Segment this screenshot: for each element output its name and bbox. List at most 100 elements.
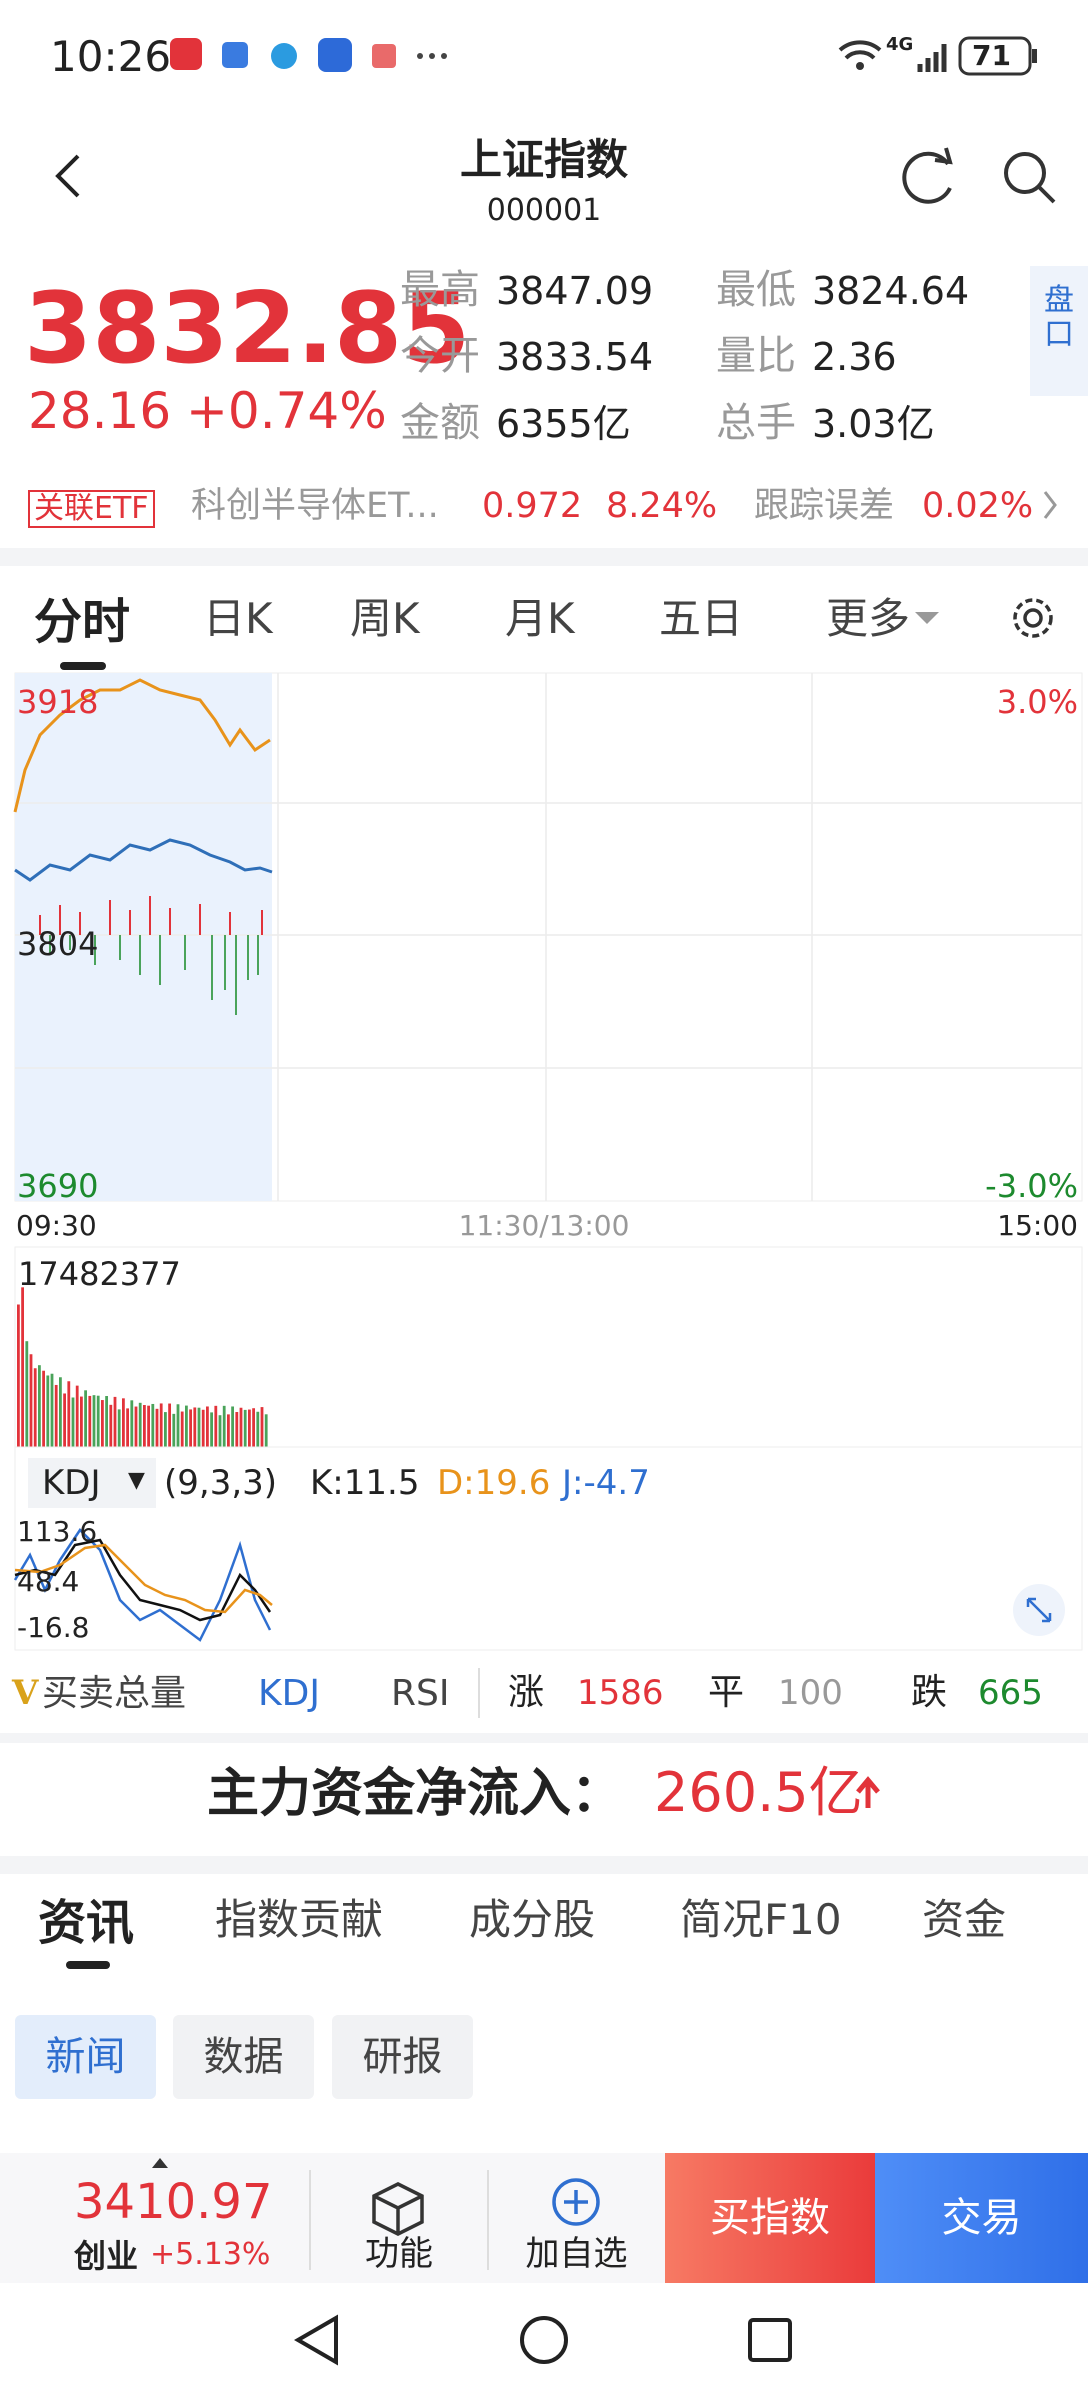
change-pct: +0.74%: [186, 382, 387, 440]
trade-button-bg[interactable]: [875, 2153, 1088, 2283]
volume-bar: [88, 1395, 92, 1447]
volume-max: 17482377: [18, 1255, 181, 1293]
action-label[interactable]: 加自选: [525, 2234, 628, 2274]
refresh-icon[interactable]: [902, 147, 953, 204]
volume-bar: [33, 1368, 37, 1447]
info-tab[interactable]: 简况F10: [680, 1895, 842, 1944]
indicator-tab[interactable]: 买卖总量: [42, 1673, 187, 1714]
stat-label: 总手: [716, 400, 796, 446]
nav-home[interactable]: [520, 2316, 568, 2364]
chart-tab[interactable]: 月K: [505, 594, 575, 643]
etf-name[interactable]: 科创半导体ET...: [191, 486, 439, 526]
volume-bar: [105, 1396, 108, 1447]
volume-bar: [80, 1396, 83, 1447]
function-icon[interactable]: [372, 2182, 424, 2236]
settings-icon[interactable]: [1013, 598, 1053, 638]
volume-bar: [164, 1412, 167, 1447]
code: 000001: [486, 193, 602, 228]
tracking-label: 跟踪误差: [754, 486, 895, 526]
battery: 71: [972, 39, 1011, 72]
info-tab[interactable]: 指数贡献: [215, 1895, 384, 1944]
chart-tab[interactable]: 周K: [350, 594, 420, 643]
chart-tab[interactable]: 五日: [659, 594, 744, 643]
volume-bar: [84, 1390, 87, 1447]
volume-bar: [214, 1405, 218, 1447]
nav-recent[interactable]: [748, 2318, 792, 2362]
network: 4G: [886, 34, 914, 55]
volume-bar: [239, 1407, 243, 1447]
time-label: 09:30: [16, 1209, 97, 1242]
info-tab[interactable]: 资金: [922, 1895, 1007, 1944]
info-tab[interactable]: 资讯: [38, 1895, 135, 1951]
price-label: 3918: [17, 683, 99, 721]
volume-bar: [193, 1407, 197, 1447]
indicator-logo: V: [12, 1673, 39, 1713]
volume-bar: [126, 1408, 129, 1447]
stat-value: 3833.54: [496, 335, 654, 379]
volume-bar: [21, 1287, 24, 1447]
chip[interactable]: 研报: [332, 2015, 473, 2099]
chip[interactable]: 新闻: [15, 2015, 156, 2099]
chip[interactable]: 数据: [173, 2015, 314, 2099]
up-label: 涨: [508, 1672, 545, 1713]
stat-label: 今开: [400, 333, 480, 379]
tick-bars: [39, 896, 263, 1015]
chart-tab[interactable]: 更多: [826, 594, 911, 643]
trade-button[interactable]: 交易: [941, 2195, 1022, 2241]
volume-bar: [46, 1375, 50, 1447]
kdj-j: J:-4.7: [562, 1463, 650, 1503]
volume-bar: [63, 1393, 66, 1447]
elapsed-shade: [15, 673, 272, 1201]
volume-bar: [101, 1400, 104, 1447]
back-icon[interactable]: [55, 154, 80, 198]
kdj-frame: [14, 1446, 1083, 1651]
volume-bar: [256, 1411, 260, 1447]
indicator-tab[interactable]: RSI: [391, 1673, 450, 1714]
kdj-j: [13, 1528, 272, 1642]
panel-button[interactable]: 盘口: [1030, 266, 1088, 396]
title: 上证指数: [459, 135, 628, 184]
more-arrow: [915, 612, 939, 624]
kdj-axis: -16.8: [17, 1611, 90, 1644]
stat-value: 3.03亿: [812, 402, 935, 446]
stat-label: 最低: [716, 267, 796, 313]
buy-button-bg[interactable]: [665, 2153, 875, 2283]
volume-bar: [243, 1409, 247, 1447]
volume-bar: [122, 1398, 125, 1447]
chart-tab[interactable]: 分时: [34, 594, 131, 650]
search-icon[interactable]: [1004, 152, 1056, 204]
buy-button[interactable]: 买指数: [710, 2195, 830, 2241]
volume-bar: [235, 1411, 239, 1447]
fund-flow-value: 260.5亿: [654, 1761, 863, 1824]
kdj-selector[interactable]: [28, 1458, 156, 1508]
volume-bar: [206, 1406, 209, 1447]
flat-label: 平: [708, 1672, 745, 1713]
volume-bar: [227, 1414, 230, 1447]
volume-bar: [218, 1415, 222, 1447]
time-label: 11:30/13:00: [458, 1209, 630, 1242]
expand-icon[interactable]: [1013, 1584, 1065, 1636]
fund-flow-label: 主力资金净流入：: [207, 1764, 624, 1824]
separator: [0, 548, 1088, 566]
volume-bar: [134, 1406, 138, 1447]
volume-bar: [117, 1409, 121, 1447]
nav-back[interactable]: [294, 2314, 338, 2366]
chevron[interactable]: [1043, 491, 1057, 519]
volume-bar: [143, 1405, 146, 1447]
indicator-tab[interactable]: KDJ: [258, 1673, 320, 1714]
stat-label: 最高: [400, 267, 480, 313]
etf-tag: 关联ETF: [28, 490, 155, 528]
kdj-d: [14, 1543, 273, 1614]
volume-bar: [155, 1408, 159, 1447]
etf-change: 8.24%: [606, 486, 718, 526]
action-label[interactable]: 功能: [365, 2234, 433, 2274]
volume-bar: [75, 1385, 79, 1447]
price-label: 3690: [17, 1167, 99, 1205]
add-icon[interactable]: [552, 2178, 600, 2226]
chart-tab[interactable]: 日K: [203, 594, 273, 643]
info-tab[interactable]: 成分股: [469, 1895, 596, 1944]
expand-arrow: [152, 2158, 168, 2168]
index-change: +5.13%: [150, 2237, 271, 2272]
